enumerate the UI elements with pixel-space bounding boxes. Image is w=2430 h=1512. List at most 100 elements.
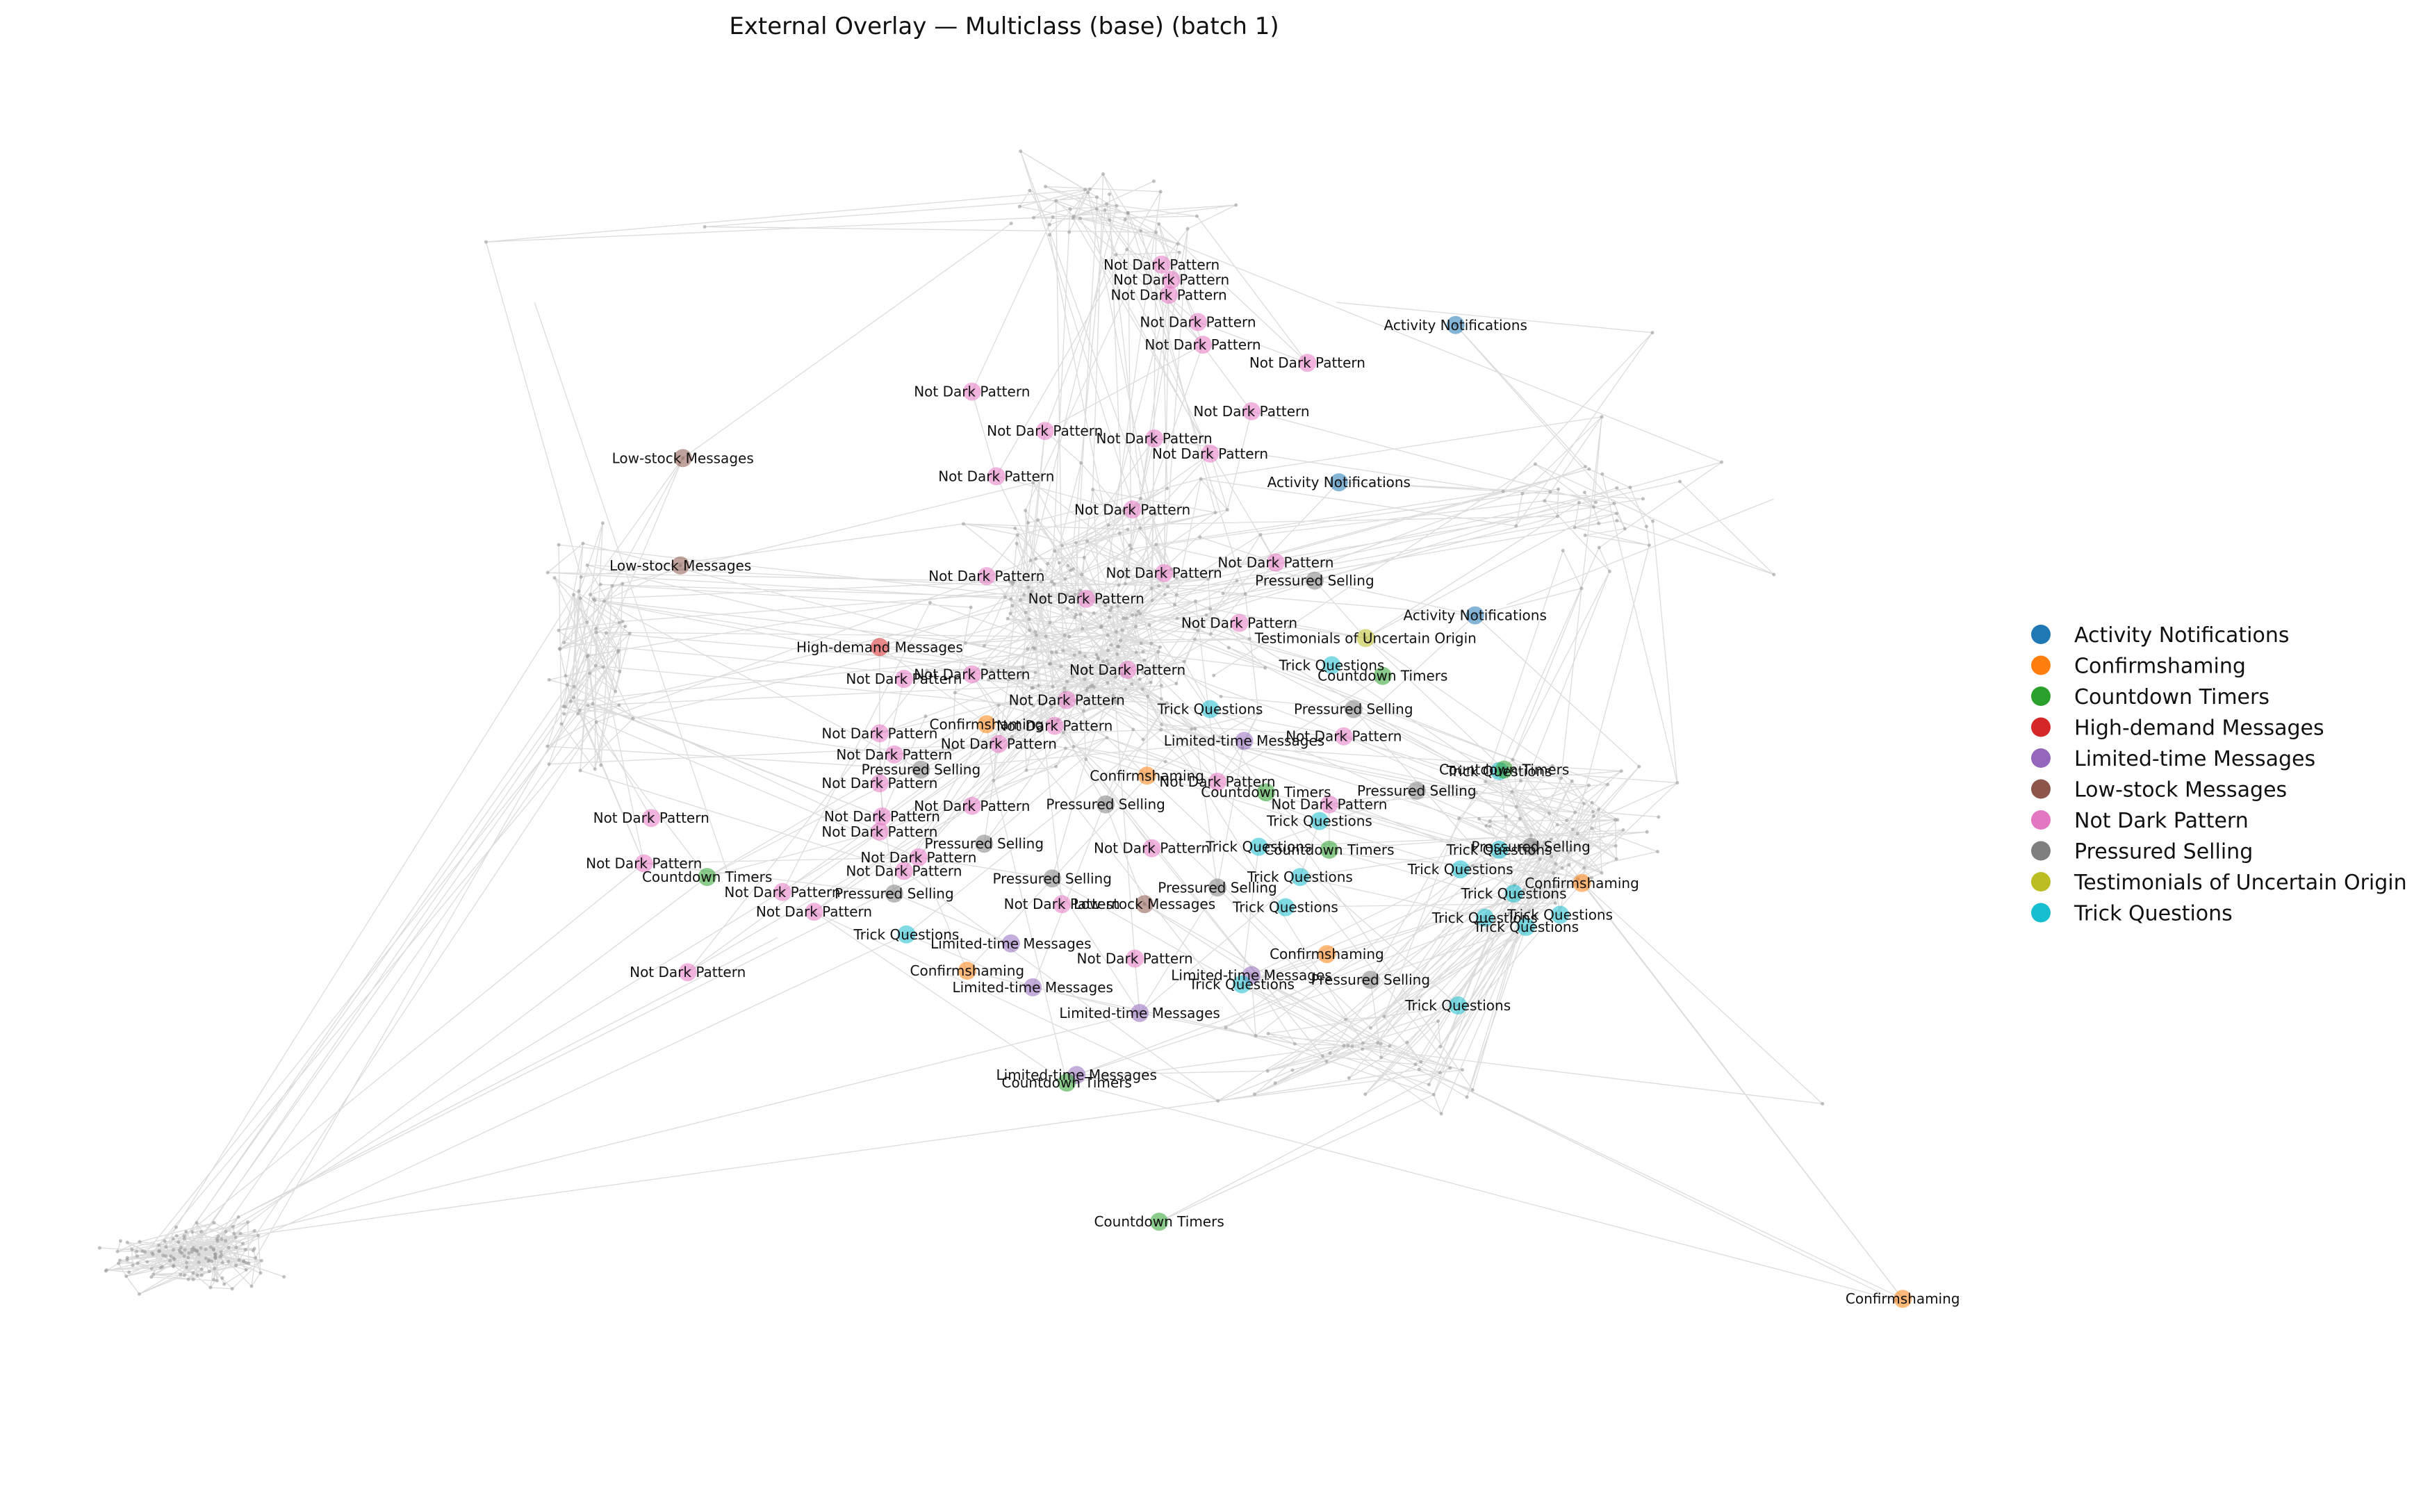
class-node <box>962 382 981 401</box>
background-node <box>1037 698 1041 702</box>
background-node <box>224 1239 227 1243</box>
background-node <box>208 1285 213 1290</box>
background-node <box>1527 909 1532 913</box>
background-node <box>219 1250 223 1254</box>
background-node <box>951 748 955 752</box>
background-node <box>1221 591 1225 595</box>
background-node <box>1051 215 1055 219</box>
background-node <box>1621 828 1625 832</box>
node-label: Trick Questions <box>1205 839 1311 855</box>
background-node <box>600 521 605 525</box>
background-node <box>1009 597 1013 601</box>
background-node <box>164 1254 167 1258</box>
background-node <box>176 1240 181 1244</box>
background-node <box>1192 637 1197 641</box>
background-node <box>1641 497 1645 501</box>
background-node <box>1376 1041 1380 1044</box>
background-node <box>1125 247 1129 252</box>
background-node <box>579 575 583 579</box>
background-node <box>1543 840 1547 844</box>
class-node <box>1001 934 1020 953</box>
background-node <box>1165 701 1169 705</box>
node-label: Not Dark Pattern <box>836 746 952 763</box>
class-node <box>1035 422 1054 441</box>
background-node <box>578 769 582 773</box>
background-node <box>1006 678 1010 682</box>
background-node <box>990 668 994 673</box>
background-node <box>1196 628 1200 632</box>
background-node <box>1139 641 1143 646</box>
background-node <box>1106 523 1110 527</box>
class-node <box>1162 270 1181 289</box>
class-node <box>1097 795 1115 814</box>
node-label: Trick Questions <box>1431 910 1538 926</box>
background-node <box>1105 202 1109 206</box>
background-node <box>158 1265 163 1269</box>
background-node <box>1561 548 1565 552</box>
background-node <box>1061 731 1065 734</box>
background-node <box>238 1231 243 1235</box>
background-node <box>1054 650 1058 655</box>
background-node <box>1465 1095 1469 1099</box>
node-label: Countdown Timers <box>1317 668 1447 684</box>
background-node <box>191 1271 195 1275</box>
background-node <box>1287 625 1291 629</box>
background-node <box>577 589 581 593</box>
class-node <box>1053 895 1072 914</box>
background-node <box>594 630 598 634</box>
background-node <box>1139 229 1143 233</box>
background-node <box>256 1233 261 1238</box>
background-node <box>1095 195 1099 199</box>
background-node <box>197 1252 201 1256</box>
background-node <box>227 1260 231 1263</box>
class-node <box>1233 975 1251 994</box>
node-label: Not Dark Pattern <box>1152 445 1268 462</box>
background-node <box>1052 582 1056 586</box>
chart-title: External Overlay — Multiclass (base) (ba… <box>729 13 1279 40</box>
background-node <box>1234 203 1238 207</box>
node-label: Not Dark Pattern <box>1286 728 1402 745</box>
background-node <box>1656 850 1659 854</box>
background-node <box>1069 568 1073 573</box>
background-node <box>618 670 622 673</box>
background-node <box>1413 1062 1418 1067</box>
background-node <box>552 576 557 580</box>
background-node <box>130 1247 134 1251</box>
background-node <box>557 628 561 632</box>
class-node <box>1320 840 1338 859</box>
legend-marker <box>2031 872 2051 891</box>
background-node <box>1154 230 1158 234</box>
background-node <box>187 1251 191 1255</box>
background-node <box>171 1248 175 1252</box>
background-node <box>1165 486 1169 491</box>
background-node <box>1065 680 1069 684</box>
node-label: Pressured Selling <box>1046 796 1165 813</box>
background-node <box>1086 190 1090 195</box>
class-node <box>698 868 716 887</box>
node-label: Confirmshaming <box>1090 767 1204 784</box>
background-node <box>151 1252 155 1256</box>
class-node <box>870 822 889 841</box>
background-node <box>1149 680 1153 684</box>
background-node <box>1138 677 1142 681</box>
background-node <box>1379 1042 1383 1046</box>
class-node <box>962 665 981 684</box>
background-node <box>559 722 564 726</box>
class-node <box>1194 336 1212 354</box>
background-node <box>224 1229 228 1233</box>
background-node <box>246 1220 250 1224</box>
background-node <box>1606 782 1610 787</box>
class-node <box>1235 732 1254 750</box>
background-node <box>1607 569 1611 573</box>
background-node <box>145 1260 149 1264</box>
background-node <box>195 1249 199 1253</box>
class-node <box>1160 286 1179 304</box>
background-node <box>208 1245 213 1249</box>
node-label: Not Dark Pattern <box>938 468 1054 484</box>
background-node <box>1010 582 1015 586</box>
background-node <box>1547 811 1551 815</box>
node-label: Countdown Timers <box>1094 1213 1224 1230</box>
background-node <box>197 1260 201 1265</box>
background-node <box>558 647 562 651</box>
background-node <box>1615 486 1619 490</box>
